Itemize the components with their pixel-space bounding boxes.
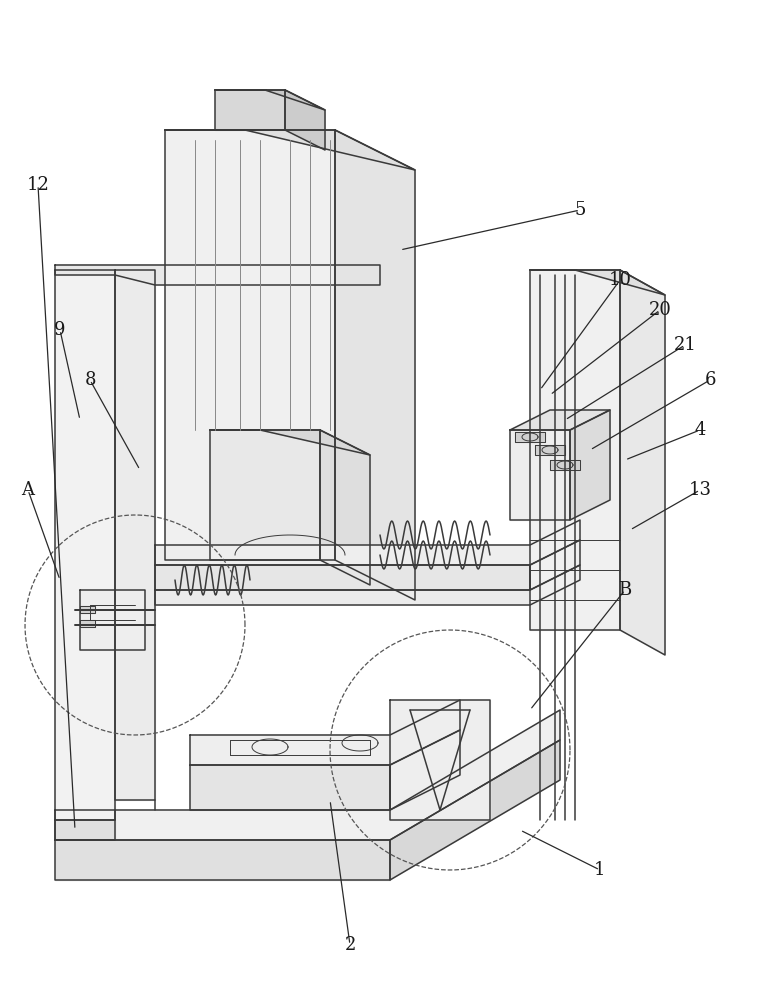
Polygon shape (155, 565, 530, 590)
Polygon shape (210, 430, 320, 560)
Polygon shape (80, 620, 95, 627)
Polygon shape (285, 90, 325, 150)
Polygon shape (215, 90, 285, 130)
Text: 21: 21 (673, 336, 697, 354)
Polygon shape (550, 460, 580, 470)
Text: 20: 20 (648, 301, 672, 319)
Polygon shape (320, 430, 370, 585)
Polygon shape (510, 430, 570, 520)
Text: 10: 10 (608, 271, 632, 289)
Text: 1: 1 (594, 861, 606, 879)
Text: 13: 13 (689, 481, 711, 499)
Polygon shape (335, 130, 415, 600)
Polygon shape (215, 90, 325, 110)
Text: 9: 9 (54, 321, 66, 339)
Polygon shape (155, 520, 580, 565)
Text: 12: 12 (27, 176, 49, 194)
Polygon shape (190, 765, 390, 810)
Polygon shape (55, 265, 380, 285)
Text: 2: 2 (344, 936, 355, 954)
Polygon shape (515, 432, 545, 442)
Polygon shape (390, 740, 560, 880)
Polygon shape (190, 700, 460, 765)
Polygon shape (530, 270, 620, 630)
Text: B: B (619, 581, 632, 599)
Polygon shape (570, 410, 610, 520)
Polygon shape (530, 540, 580, 590)
Text: A: A (22, 481, 34, 499)
Text: 6: 6 (704, 371, 715, 389)
Polygon shape (165, 130, 335, 560)
Polygon shape (390, 700, 490, 820)
Polygon shape (55, 820, 115, 840)
Polygon shape (535, 445, 565, 455)
Polygon shape (80, 590, 145, 650)
Polygon shape (210, 430, 370, 455)
Polygon shape (510, 410, 610, 430)
Polygon shape (620, 270, 665, 655)
Polygon shape (80, 606, 95, 613)
Polygon shape (530, 270, 665, 295)
Text: 4: 4 (694, 421, 706, 439)
Text: 5: 5 (574, 201, 586, 219)
Polygon shape (55, 840, 390, 880)
Polygon shape (55, 270, 115, 820)
Polygon shape (155, 565, 580, 605)
Polygon shape (55, 710, 560, 840)
Polygon shape (390, 730, 460, 810)
Text: 8: 8 (84, 371, 96, 389)
Polygon shape (165, 130, 415, 170)
Polygon shape (115, 270, 155, 800)
